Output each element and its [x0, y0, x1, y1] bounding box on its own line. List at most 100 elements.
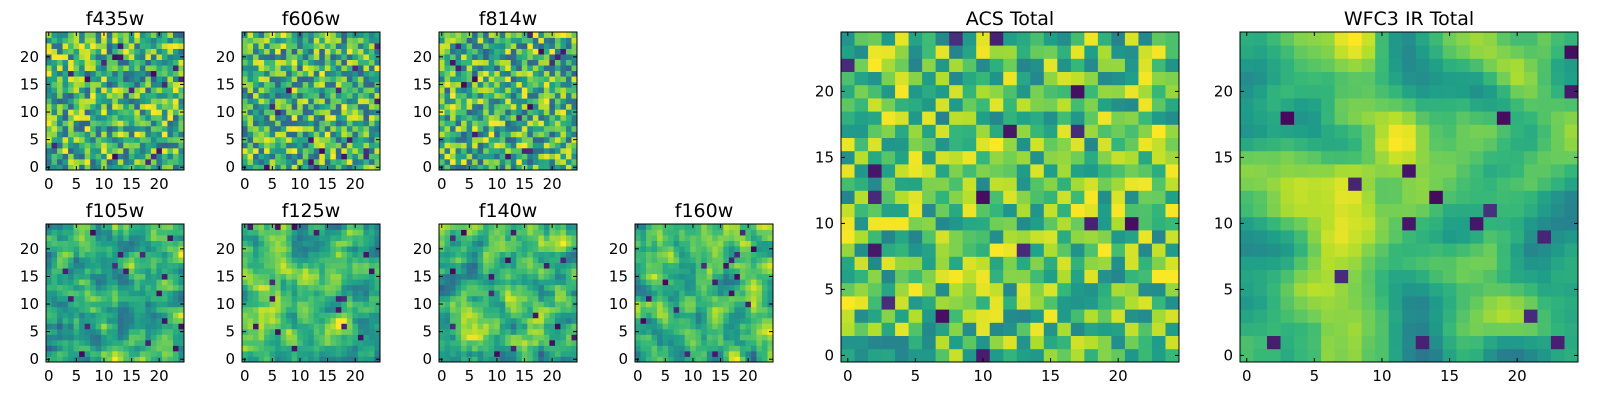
heatmap-cells: [439, 224, 578, 363]
heatmap-cell: [543, 328, 550, 335]
heatmap-cell: [521, 92, 528, 99]
heatmap-cell: [139, 32, 146, 38]
heatmap-cell: [258, 81, 265, 88]
heatmap-cell: [51, 48, 58, 55]
heatmap-cell: [73, 48, 80, 55]
heatmap-cell: [145, 65, 152, 72]
heatmap-cell: [68, 70, 74, 77]
heatmap-cell: [745, 257, 752, 264]
heatmap-cell: [363, 262, 370, 269]
heatmap-cell: [79, 257, 86, 264]
heatmap-cell: [242, 142, 248, 149]
heatmap-cell: [922, 243, 937, 257]
heatmap-cell: [178, 125, 185, 132]
heatmap-cell: [651, 251, 658, 258]
heatmap-cell: [247, 32, 254, 38]
heatmap-cell: [461, 125, 467, 132]
heatmap-cell: [68, 257, 74, 264]
heatmap-cell: [46, 147, 52, 154]
heatmap-cell: [510, 328, 517, 335]
heatmap-cell: [57, 136, 63, 143]
heatmap-cell: [178, 131, 185, 138]
heatmap-cell: [46, 262, 52, 269]
heatmap-cell: [565, 301, 572, 308]
heatmap-cell: [128, 240, 135, 247]
heatmap-cell: [695, 262, 702, 269]
heatmap-cell: [46, 98, 52, 105]
heatmap-cell: [466, 70, 473, 77]
heatmap-cell: [662, 323, 669, 330]
heatmap-cell: [1057, 256, 1072, 270]
heatmap-cell: [745, 328, 752, 335]
heatmap-cell: [455, 158, 462, 165]
heatmap-cell: [253, 350, 259, 357]
heatmap-cell: [450, 147, 456, 154]
heatmap-cell: [554, 136, 561, 143]
heatmap-cell: [538, 131, 545, 138]
heatmap-cell: [57, 114, 63, 121]
heatmap-cell: [313, 158, 320, 165]
heatmap-cell: [494, 125, 501, 132]
heatmap-cell: [46, 70, 52, 77]
heatmap-cell: [106, 317, 113, 324]
heatmap-cell: [335, 65, 342, 72]
heatmap-cell: [466, 246, 473, 252]
heatmap-cell: [167, 279, 174, 286]
heatmap-cell: [494, 131, 501, 138]
heatmap-cell: [1151, 243, 1166, 257]
heatmap-cell: [51, 76, 58, 83]
heatmap-cell: [275, 301, 282, 308]
heatmap-cell: [123, 32, 130, 38]
heatmap-cell: [346, 284, 353, 291]
heatmap-cell: [989, 335, 1004, 350]
heatmap-cell: [750, 284, 757, 291]
heatmap-cell: [134, 246, 141, 252]
heatmap-cell: [280, 59, 287, 66]
heatmap-cell: [690, 306, 697, 313]
heatmap-cell: [538, 323, 545, 330]
heatmap-cell: [79, 164, 86, 171]
heatmap-cell: [319, 125, 326, 132]
heatmap-cell: [117, 131, 124, 138]
heatmap-cell: [549, 301, 556, 308]
heatmap-cell: [172, 284, 179, 291]
heatmap-cell: [57, 323, 63, 330]
heatmap-cell: [739, 279, 746, 286]
heatmap-cell: [543, 268, 550, 275]
heatmap-cell: [178, 323, 185, 330]
heatmap-cell: [128, 350, 135, 357]
heatmap-cell: [280, 164, 287, 171]
heatmap-cell: [868, 164, 882, 178]
heatmap-cell: [690, 229, 697, 236]
heatmap-cell: [728, 339, 735, 346]
heatmap-cell: [330, 317, 337, 324]
heatmap-cell: [167, 164, 174, 171]
heatmap-cell: [57, 153, 63, 160]
heatmap-cell: [313, 164, 320, 171]
heatmap-cell: [560, 290, 567, 297]
heatmap-cell: [330, 257, 337, 264]
heatmap-cell: [308, 224, 315, 230]
heatmap-cell: [319, 103, 326, 110]
heatmap-cell: [95, 114, 102, 121]
heatmap-cell: [145, 142, 152, 149]
heatmap-cell: [976, 164, 991, 178]
heatmap-cell: [516, 224, 523, 230]
heatmap-cell: [989, 164, 1004, 178]
heatmap-cell: [161, 43, 168, 49]
heatmap-cell: [565, 246, 572, 252]
heatmap-cell: [1165, 243, 1180, 257]
heatmap-cell: [1151, 335, 1166, 350]
heatmap-cell: [488, 284, 495, 291]
heatmap-cell: [1043, 190, 1058, 204]
heatmap-cell: [242, 240, 248, 247]
heatmap-cell: [554, 312, 561, 319]
heatmap-cell: [368, 317, 375, 324]
heatmap-cell: [346, 317, 353, 324]
heatmap-cell: [73, 59, 80, 66]
heatmap-cell: [264, 235, 270, 241]
heatmap-cell: [79, 295, 86, 302]
heatmap-cell: [651, 328, 658, 335]
heatmap-cell: [560, 131, 567, 138]
